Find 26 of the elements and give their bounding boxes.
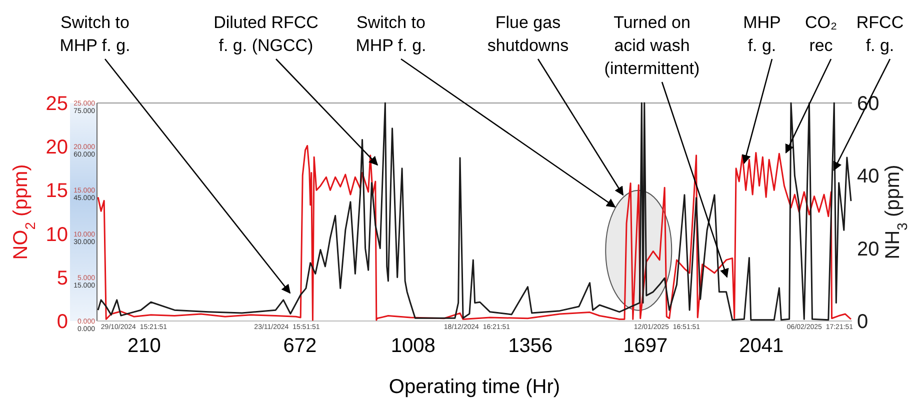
y2-tick-label: 40 <box>857 166 880 188</box>
y-tick-label: 15 <box>46 180 68 202</box>
annotation: MHP f. g. <box>743 13 781 55</box>
annotation: RFCC f. g. <box>856 13 904 55</box>
x-tick-label: 1697 <box>623 335 668 357</box>
annotation: CO₂ rec <box>804 13 838 55</box>
x-tick-label: 210 <box>128 335 161 357</box>
text: Flue gas shutdowns <box>487 13 569 55</box>
line-series <box>97 144 852 321</box>
y-tick-label: 10 <box>46 224 68 246</box>
x-tick-label: 2041 <box>739 335 784 357</box>
line-series <box>97 102 852 321</box>
y-tick-label: 0 <box>56 311 68 333</box>
y2-tick-label: 20 <box>857 238 880 260</box>
text: Switch to MHP f. g. <box>356 13 426 55</box>
y-tick-label: 5 <box>56 267 68 290</box>
text: Switch to MHP f. g. <box>60 13 130 55</box>
x-axis-title: Operating time (Hr) <box>388 376 560 398</box>
x-tick-label: 1008 <box>390 335 436 357</box>
y2-tick-label: 0 <box>857 311 868 333</box>
y-tick-label: 25 <box>46 93 68 115</box>
annotation: Diluted RFCC f. g. (NGCC) <box>214 13 318 55</box>
text: Turned on acid wash (intermittent) <box>604 13 700 78</box>
x-tick-label: 1356 <box>508 335 553 357</box>
y-tick-label: 20 <box>46 136 68 159</box>
x-tick-label: 672 <box>283 335 317 357</box>
